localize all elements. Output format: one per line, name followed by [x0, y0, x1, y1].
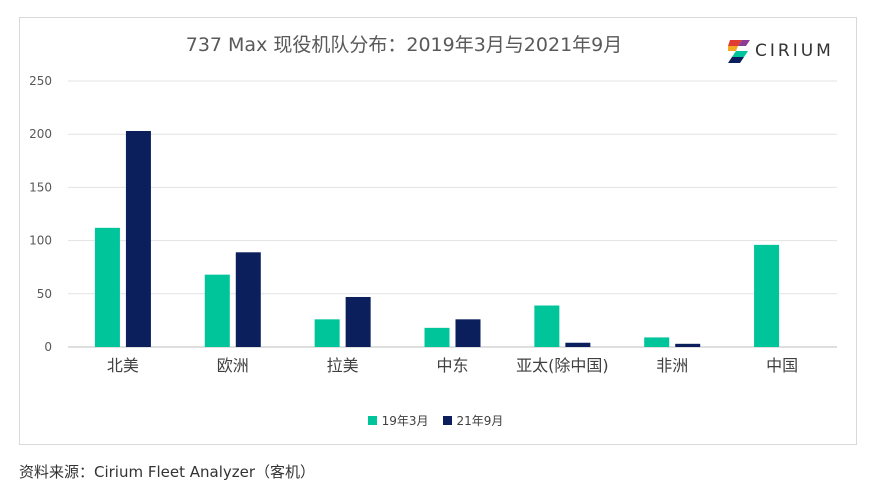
- y-tick-label: 0: [44, 340, 52, 354]
- logo-text: CIRIUM: [755, 41, 834, 61]
- legend-swatch-series-2: [442, 416, 452, 425]
- bar-2-0: [125, 131, 151, 347]
- source-note: 资料来源：Cirium Fleet Analyzer（客机）: [19, 463, 316, 481]
- legend-item-series-1: 19年3月: [367, 412, 429, 429]
- y-tick-label: 150: [29, 180, 52, 194]
- legend-swatch-series-1: [367, 416, 377, 425]
- bar-2-1: [235, 252, 261, 347]
- logo-stripe-green: [732, 51, 748, 57]
- bar-1-6: [754, 244, 780, 347]
- cirium-logo-mark-icon: [728, 40, 750, 63]
- bar-2-2: [345, 296, 371, 347]
- bar-1-2: [314, 319, 340, 347]
- x-tick-label: 中国: [766, 356, 798, 375]
- bar-2-5: [675, 343, 701, 347]
- bar-2-3: [455, 319, 481, 347]
- bar-1-0: [94, 227, 120, 347]
- logo-stripe-purple: [738, 40, 750, 46]
- chart-frame: [19, 17, 857, 445]
- bar-1-1: [204, 274, 230, 347]
- legend: 19年3月 21年9月: [0, 412, 871, 429]
- logo-stripe-red: [728, 40, 742, 46]
- bar-2-4: [565, 342, 591, 347]
- legend-item-series-2: 21年9月: [442, 412, 504, 429]
- logo-stripe-orange: [728, 46, 738, 51]
- bar-1-3: [424, 327, 450, 347]
- y-tick-label: 100: [29, 234, 52, 248]
- y-tick-label: 200: [29, 127, 52, 141]
- cirium-logo: CIRIUM: [728, 36, 834, 66]
- x-tick-label: 拉美: [327, 356, 359, 375]
- x-tick-label: 中东: [436, 356, 468, 375]
- legend-label-series-1: 19年3月: [381, 414, 429, 428]
- logo-stripe-navy: [728, 57, 744, 63]
- legend-label-series-2: 21年9月: [456, 414, 504, 428]
- x-tick-label: 北美: [107, 356, 139, 375]
- bar-1-5: [644, 337, 670, 347]
- x-tick-label: 非洲: [656, 356, 688, 375]
- chart-title: 737 Max 现役机队分布：2019年3月与2021年9月: [185, 34, 623, 56]
- y-tick-label: 50: [37, 287, 52, 301]
- y-tick-label: 250: [29, 74, 52, 88]
- x-tick-label: 亚太(除中国): [516, 356, 609, 375]
- bar-1-4: [534, 305, 560, 347]
- x-tick-label: 欧洲: [217, 356, 249, 375]
